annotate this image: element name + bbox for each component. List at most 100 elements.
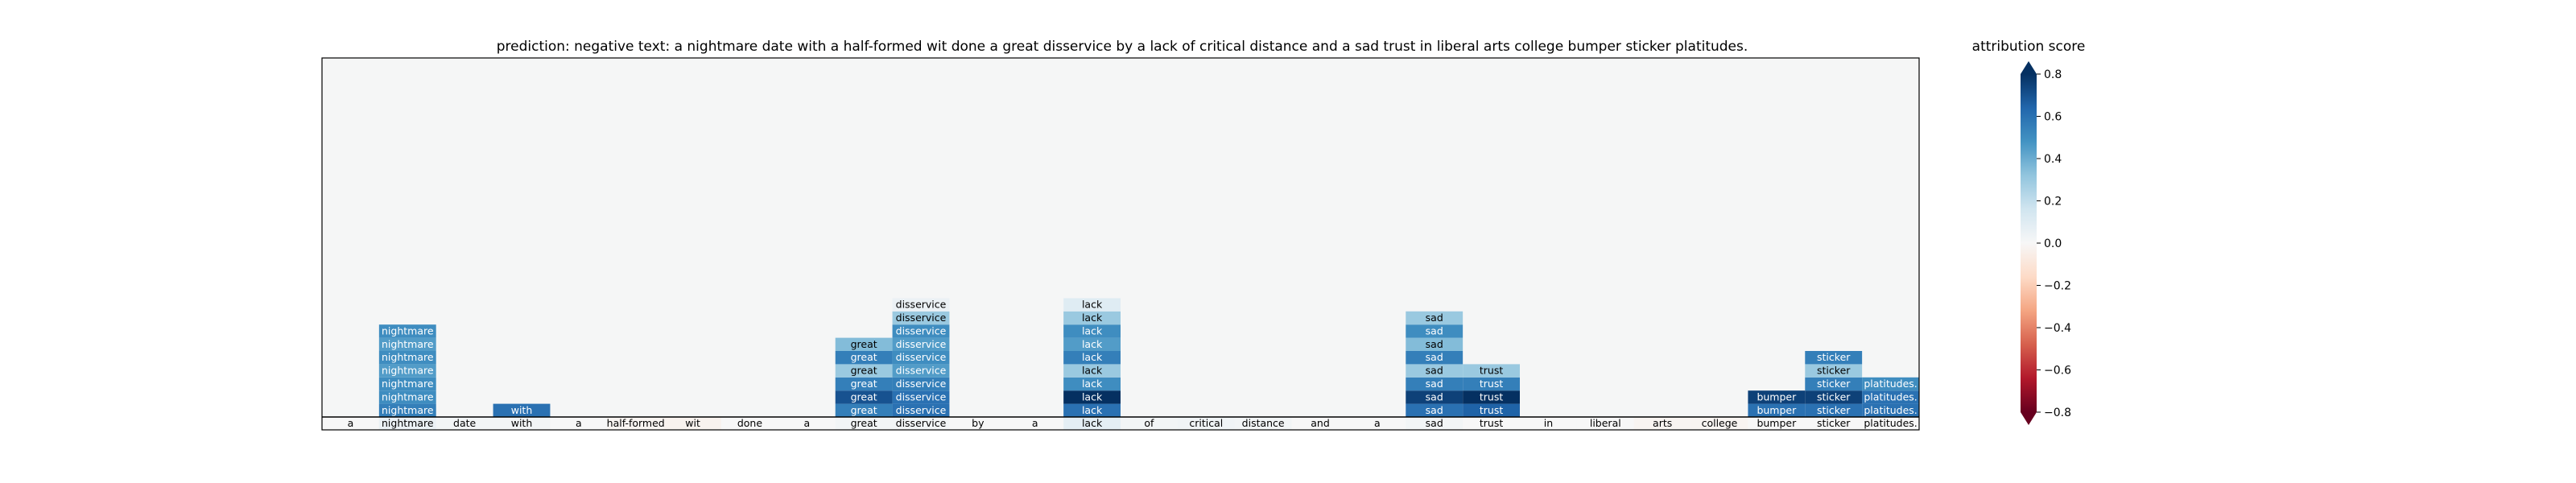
heatmap-cell [1862,390,1919,404]
heatmap-cell-label: disservice [896,312,947,324]
heatmap-cell [1748,390,1806,404]
heatmap-cell-label: lack [1082,351,1103,363]
heatmap-cell [835,337,893,351]
heatmap-cell [1805,390,1863,404]
heatmap-cell [1063,337,1121,351]
heatmap-cell-label: nightmare [382,351,434,363]
heatmap-cell [1862,377,1919,391]
token-cell [436,417,493,430]
heatmap-cell-label: platitudes. [1864,404,1917,416]
token-label: wit [685,417,700,429]
colorbar-tick-label: 0.8 [2044,68,2062,81]
heatmap-cell [378,324,436,338]
heatmap-cell [1063,298,1121,312]
heatmap-cell [1805,377,1863,391]
heatmap-cell [1406,364,1463,378]
heatmap-cell [1463,390,1520,404]
heatmap-cell-label: great [851,351,877,363]
token-label: date [453,417,476,429]
heatmap-cell [1406,337,1463,351]
token-cell [1006,417,1064,430]
heatmap-cell-label: sticker [1817,378,1851,390]
chart-title: prediction: negative text: a nightmare d… [497,39,1748,55]
token-cell [1121,417,1178,430]
token-cell [1748,417,1806,430]
heatmap-cell-label: trust [1480,378,1503,390]
heatmap-cell [1805,403,1863,417]
token-cell [607,417,665,430]
heatmap-cell [835,390,893,404]
heatmap-cell-label: lack [1082,365,1103,377]
token-cell [664,417,721,430]
token-cell [1348,417,1406,430]
token-cell [1291,417,1349,430]
heatmap-cell-label: nightmare [382,324,434,336]
heatmap-cell [1406,403,1463,417]
heatmap-cell [835,364,893,378]
token-label: by [972,417,985,429]
heatmap-cell [1063,311,1121,325]
heatmap-cell [1463,403,1520,417]
token-label: and [1311,417,1330,429]
heatmap-cell-label: disservice [896,404,947,416]
heatmap-cell [1063,403,1121,417]
heatmap-cell [1406,311,1463,325]
heatmap-cell-label: disservice [896,324,947,336]
colorbar-extend-max [2021,61,2037,74]
token-label: lack [1082,417,1103,429]
heatmap-cell-label: sticker [1817,404,1851,416]
heatmap-cell-label: sad [1426,312,1443,324]
token-cell [1520,417,1577,430]
heatmap-cell [378,390,436,404]
colorbar-tick-label: 0.0 [2044,237,2062,250]
heatmap-cell [1463,377,1520,391]
heatmap-cell-label: disservice [896,365,947,377]
token-label: great [851,417,877,429]
token-label: trust [1480,417,1503,429]
heatmap-cell-label: great [851,378,877,390]
heatmap-cells: nightmare with great disservice lack sad trust… [378,298,1919,417]
token-cell [1063,417,1121,430]
token-cell [1805,417,1863,430]
heatmap-cell [1406,377,1463,391]
token-label: disservice [896,417,947,429]
token-label: a [1374,417,1381,429]
colorbar-extend-min [2021,412,2037,425]
heatmap-cell [892,337,950,351]
token-label: arts [1653,417,1672,429]
token-cell [1862,417,1919,430]
token-cell [835,417,893,430]
token-label: liberal [1590,417,1621,429]
token-label: a [348,417,354,429]
token-cell [1234,417,1292,430]
heatmap-cell [892,364,950,378]
heatmap-cell [1862,403,1919,417]
token-cell [721,417,778,430]
token-label: college [1702,417,1738,429]
heatmap-cell [892,298,950,312]
token-label: in [1544,417,1553,429]
heatmap-cell [1406,390,1463,404]
token-label: bumper [1757,417,1797,429]
colorbar-gradient [2021,74,2037,412]
heatmap-cell-label: lack [1082,378,1103,390]
token-cell [550,417,608,430]
heatmap-cell-label: bumper [1757,404,1797,416]
heatmap-cell-label: sad [1426,324,1443,336]
heatmap-cell [378,377,436,391]
heatmap-cell-label: disservice [896,378,947,390]
heatmap-cell-label: platitudes. [1864,390,1917,402]
heatmap-cell-label: disservice [896,351,947,363]
heatmap-cell [892,351,950,365]
heatmap-cell [1063,364,1121,378]
heatmap-cell-label: sad [1426,351,1443,363]
token-cell [322,417,379,430]
heatmap-cell [493,403,551,417]
heatmap-cell-label: sad [1426,390,1443,402]
heatmap-cell-label: sad [1426,365,1443,377]
heatmap-cell [1805,364,1863,378]
token-label: sad [1426,417,1443,429]
heatmap-cell-label: trust [1480,404,1503,416]
token-label: a [803,417,810,429]
